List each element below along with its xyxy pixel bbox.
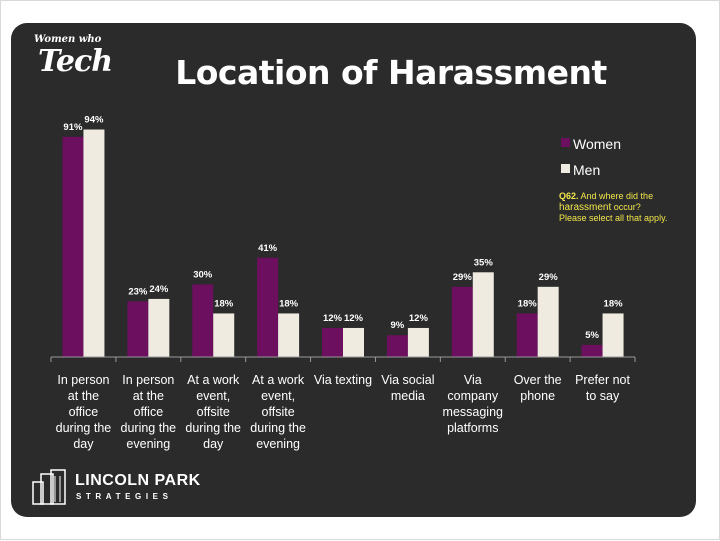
chart-title: Location of Harassment	[175, 53, 607, 92]
bar-men-3	[278, 313, 300, 357]
data-label-men-3: 18%	[279, 298, 299, 309]
bar-women-7	[516, 313, 538, 357]
question-text-4: Please select all that apply.	[559, 213, 668, 223]
data-label-men-8: 18%	[604, 298, 624, 309]
data-label-women-2: 30%	[193, 269, 213, 280]
data-label-women-1: 23%	[128, 286, 148, 297]
bar-women-5	[386, 335, 408, 357]
bar-women-4	[322, 327, 343, 357]
bar-women-1	[127, 301, 149, 357]
data-label-women-8: 5%	[585, 330, 599, 341]
bar-men-0	[83, 129, 105, 357]
data-label-men-5: 12%	[409, 313, 429, 324]
bar-men-8	[602, 313, 624, 357]
question-text-3: occur?	[611, 202, 641, 212]
bar-men-7	[537, 286, 559, 357]
chart-panel	[11, 23, 696, 517]
question-note: Q62. And where did the harassment occur? P…	[559, 191, 689, 224]
logo-line1: Women who	[34, 34, 102, 45]
question-text-1: And where did the	[578, 191, 654, 201]
data-label-men-0: 94%	[84, 115, 104, 126]
data-label-men-1: 24%	[149, 284, 169, 295]
legend-swatch-women	[561, 138, 570, 147]
women-who-tech-logo: Women who Tech	[34, 34, 113, 79]
legend-label-women: Women	[573, 136, 621, 152]
lincoln-park-logo: LINCOLN PARK STRATEGIES	[31, 468, 201, 508]
question-number: Q62.	[559, 191, 579, 201]
data-label-women-6: 29%	[453, 272, 473, 283]
building-icon	[32, 469, 66, 505]
data-label-women-4: 12%	[323, 313, 343, 324]
data-label-men-4: 12%	[344, 313, 364, 324]
data-label-men-2: 18%	[214, 298, 234, 309]
logo-line2: Tech	[38, 44, 113, 79]
data-label-men-6: 35%	[474, 257, 494, 268]
bar-men-4	[343, 327, 364, 357]
data-label-women-0: 91%	[63, 122, 83, 133]
data-label-women-3: 41%	[258, 243, 278, 254]
bar-women-6	[451, 286, 473, 357]
bar-women-8	[581, 344, 603, 357]
data-label-women-7: 18%	[518, 298, 538, 309]
legend-swatch-men	[561, 164, 570, 173]
legend-label-men: Men	[573, 162, 601, 178]
bar-men-6	[472, 272, 494, 357]
bar-men-5	[407, 327, 429, 357]
bar-women-2	[192, 284, 214, 357]
bar-men-1	[148, 298, 170, 357]
lincoln-park-sub: STRATEGIES	[76, 492, 173, 501]
bar-women-3	[257, 257, 279, 357]
data-label-men-7: 29%	[539, 272, 559, 283]
question-text-2: harassment	[559, 202, 612, 213]
lincoln-park-name: LINCOLN PARK	[75, 472, 201, 489]
data-label-women-5: 9%	[391, 320, 405, 331]
bar-women-0	[62, 136, 84, 357]
bar-men-2	[213, 313, 235, 357]
